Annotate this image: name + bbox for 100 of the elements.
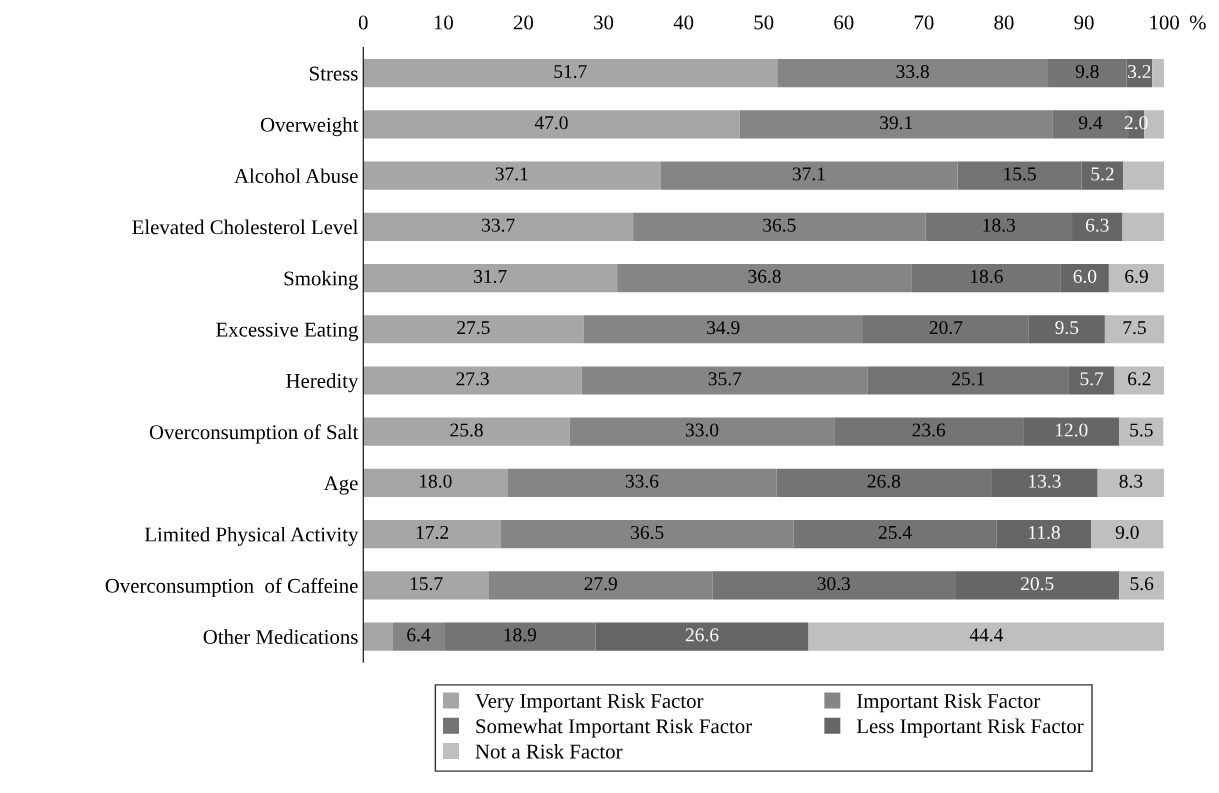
data-label: 12.0 <box>1055 423 1088 437</box>
data-label: 5.2 <box>1091 167 1114 181</box>
x-tick-label: 50 <box>754 15 774 30</box>
y-tick-label: Stress <box>310 66 358 81</box>
legend-label: Less Important Risk Factor <box>856 718 1084 738</box>
data-label: 25.4 <box>878 525 912 540</box>
bar <box>911 263 1061 293</box>
data-label: 33.7 <box>482 218 515 232</box>
data-label: 33.6 <box>625 474 659 488</box>
x-tick-label: 0 <box>358 15 368 30</box>
y-tick-label: Age <box>323 476 358 495</box>
data-label: 6.2 <box>1128 372 1151 386</box>
data-label: 25.8 <box>450 423 483 437</box>
y-tick-label: Heredity <box>286 373 359 393</box>
data-label: 47.0 <box>534 116 568 130</box>
data-label: 23.6 <box>912 423 946 437</box>
bar <box>1028 315 1105 344</box>
data-label: 9.5 <box>1055 321 1079 335</box>
bar <box>863 315 1029 344</box>
data-label: 17.2 <box>416 525 449 540</box>
bar <box>363 366 582 395</box>
data-label: 5.5 <box>1130 423 1153 437</box>
bar <box>1068 366 1115 395</box>
bar <box>363 571 489 600</box>
legend-label: Not a Risk Factor <box>475 743 623 759</box>
data-label: 6.3 <box>1085 218 1109 232</box>
data-label: 30.3 <box>817 577 851 591</box>
data-label: 36.5 <box>631 525 664 540</box>
bar <box>489 571 713 600</box>
bar <box>776 468 992 497</box>
bar <box>996 520 1092 549</box>
y-tick-label: Excessive Eating <box>216 322 358 341</box>
data-label: 27.5 <box>457 321 490 335</box>
x-tick-label: 80 <box>994 15 1014 30</box>
bar <box>444 622 596 651</box>
data-label: 5.6 <box>1130 577 1154 591</box>
bar <box>363 59 778 88</box>
bar <box>1108 263 1165 293</box>
data-label: 25.1 <box>952 372 985 386</box>
bar <box>363 315 584 344</box>
data-label: 11.8 <box>1029 525 1060 540</box>
legend-label: Very Important Risk Factor <box>475 693 704 713</box>
data-label: 51.7 <box>554 65 587 79</box>
data-label: 35.7 <box>708 372 742 386</box>
data-label: 33.8 <box>896 64 929 79</box>
bar <box>925 212 1073 241</box>
bar <box>363 110 740 139</box>
bar <box>955 571 1120 600</box>
bar <box>1091 520 1164 549</box>
y-tick-label: Alcohol Abuse <box>234 168 358 184</box>
data-label: 8.3 <box>1119 474 1143 488</box>
bar <box>1072 212 1123 241</box>
bar <box>1097 468 1165 497</box>
data-label: 18.6 <box>971 269 1003 283</box>
bar <box>1104 315 1165 344</box>
data-label: 31.7 <box>474 269 507 283</box>
x-tick-label: 90 <box>1074 15 1094 30</box>
bar <box>569 417 835 446</box>
data-label: 20.5 <box>1021 577 1054 591</box>
bar <box>1152 59 1165 88</box>
bar <box>617 263 912 293</box>
bar <box>1123 161 1165 190</box>
y-tick-label: Overweight <box>260 117 359 137</box>
y-tick-label: Other Medications <box>203 629 358 644</box>
x-tick-label: 60 <box>834 15 854 30</box>
data-label: 6.0 <box>1073 269 1097 283</box>
bar <box>1122 212 1165 241</box>
bar <box>808 622 1165 651</box>
x-tick-label: 40 <box>673 15 694 30</box>
bar <box>739 110 1053 139</box>
data-label: 37.1 <box>792 167 825 181</box>
bar <box>991 468 1098 497</box>
legend-label: Important Risk Factor <box>857 693 1041 713</box>
bar <box>363 263 618 293</box>
data-label: 18.3 <box>983 218 1016 232</box>
data-label: 6.9 <box>1125 269 1148 283</box>
y-tick-label: Elevated Cholesterol Level <box>132 219 358 235</box>
bar <box>363 161 661 190</box>
bar <box>595 622 809 651</box>
x-tick-label: 10 <box>434 15 453 30</box>
bar <box>1114 366 1165 395</box>
data-label: 27.3 <box>456 372 489 386</box>
bar <box>581 366 868 395</box>
data-label: 9.8 <box>1075 64 1099 79</box>
bar <box>660 161 958 190</box>
bar <box>834 417 1024 446</box>
data-label: 34.9 <box>707 321 740 335</box>
bar <box>633 212 926 241</box>
data-label: 36.8 <box>748 269 781 283</box>
x-tick-label: 100 <box>1150 15 1179 30</box>
data-label: 18.0 <box>420 474 452 488</box>
bar <box>583 315 864 344</box>
bar <box>507 468 777 497</box>
bar <box>363 468 508 497</box>
data-label: 7.5 <box>1123 321 1146 335</box>
data-label: 20.7 <box>929 321 963 335</box>
bar <box>392 622 445 651</box>
data-label: 44.4 <box>969 628 1004 642</box>
y-tick-label: Overconsumption of Caffeine <box>105 578 358 598</box>
data-label: 39.1 <box>880 116 913 130</box>
